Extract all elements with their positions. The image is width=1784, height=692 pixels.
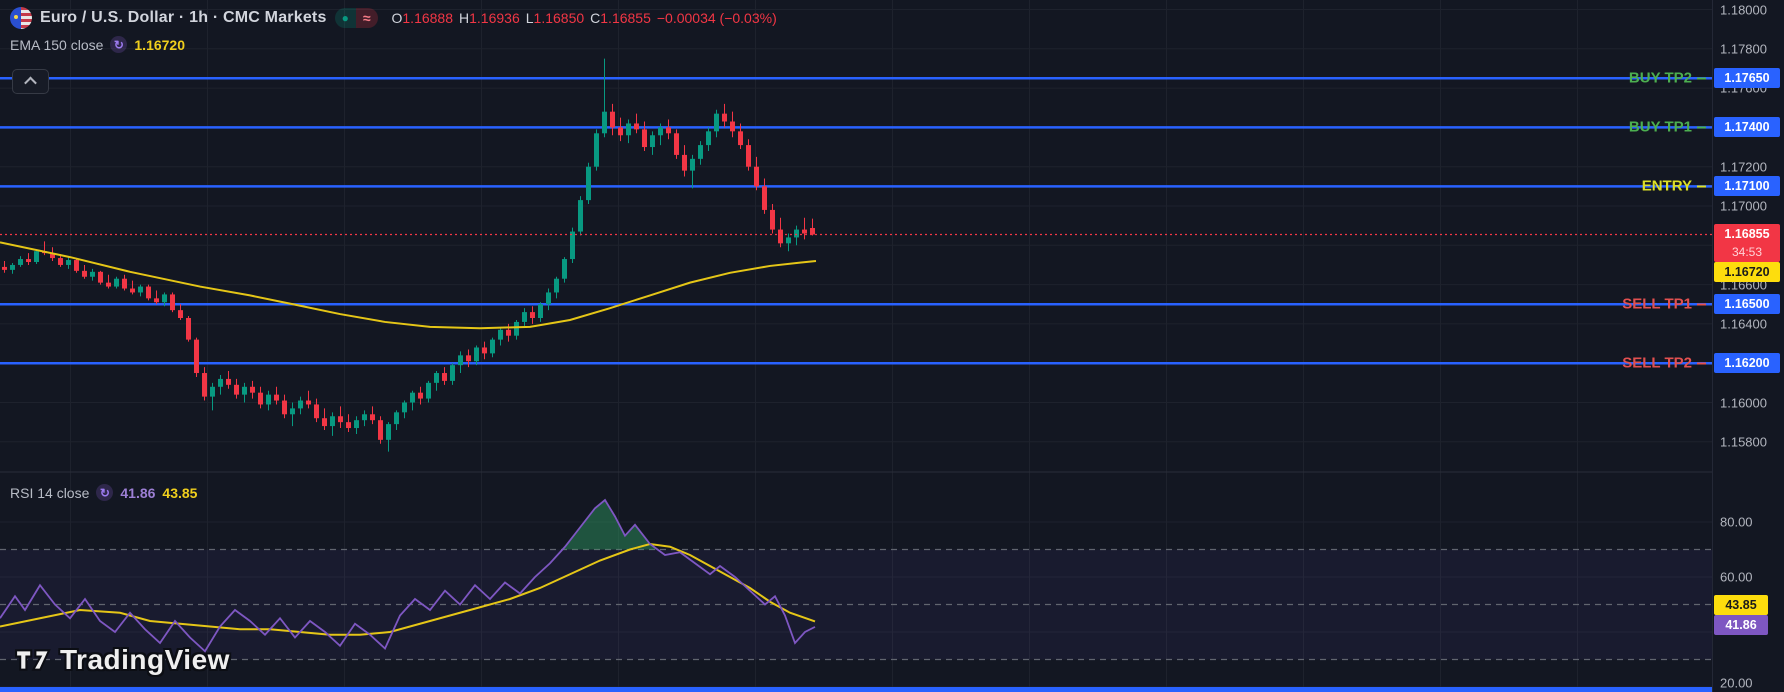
chart-canvas[interactable] <box>0 0 1712 692</box>
rsi-value: 41.86 <box>120 484 156 501</box>
open-label: O <box>391 10 403 26</box>
market-status-pills: ● ≈ <box>334 8 378 28</box>
high-value: 1.16936 <box>469 10 520 26</box>
tradingview-logo-text: TradingView <box>60 644 230 675</box>
ema-label: EMA 150 close <box>10 36 104 53</box>
ohlc-readout: O1.16888 H1.16936 L1.16850 C1.16855 −0.0… <box>392 10 777 26</box>
approx-data-icon: ≈ <box>355 8 378 28</box>
chevron-up-icon <box>24 76 37 90</box>
tradingview-logo[interactable]: TradingView <box>14 644 230 676</box>
low-label: L <box>525 10 534 26</box>
price-axis[interactable] <box>1712 0 1784 692</box>
refresh-icon[interactable]: ↻ <box>96 484 114 501</box>
close-value: 1.16855 <box>600 10 651 26</box>
open-value: 1.16888 <box>402 10 453 26</box>
high-label: H <box>459 10 470 26</box>
rsi-label: RSI 14 close <box>10 484 90 501</box>
tradingview-mark-icon <box>15 649 51 671</box>
refresh-icon[interactable]: ↻ <box>110 36 128 53</box>
ema-value: 1.16720 <box>134 36 185 53</box>
eurusd-flag-icon <box>10 7 32 29</box>
rsi-ma-value: 43.85 <box>162 484 198 501</box>
symbol-title[interactable]: Euro / U.S. Dollar · 1h · CMC Markets <box>40 9 327 26</box>
change-value: −0.00034 (−0.03%) <box>656 10 777 26</box>
ema-indicator-row[interactable]: EMA 150 close ↻ 1.16720 <box>10 36 185 53</box>
market-open-dot-icon: ● <box>334 8 356 28</box>
symbol-header[interactable]: Euro / U.S. Dollar · 1h · CMC Markets ● … <box>10 7 777 29</box>
timeline-highlight-bar <box>0 687 1712 692</box>
low-value: 1.16850 <box>533 10 585 26</box>
close-label: C <box>590 10 601 26</box>
collapse-pane-button[interactable] <box>12 69 49 94</box>
rsi-indicator-row[interactable]: RSI 14 close ↻ 41.86 43.85 <box>10 484 197 501</box>
